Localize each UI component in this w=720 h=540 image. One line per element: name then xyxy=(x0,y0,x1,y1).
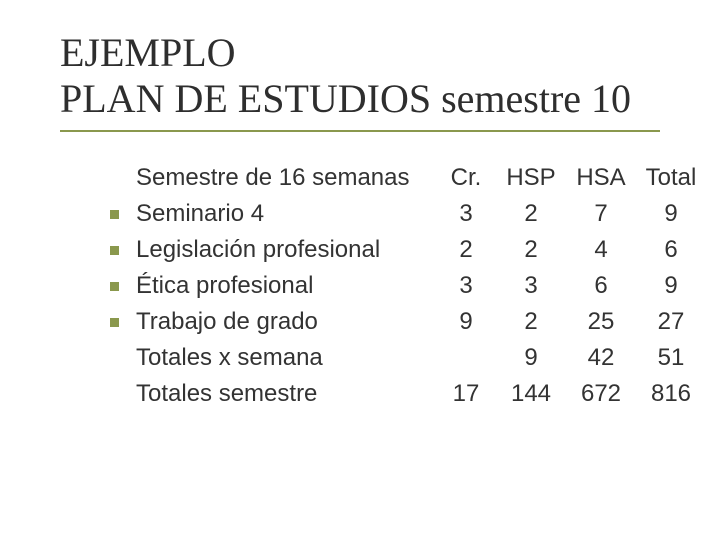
bullet-icon xyxy=(110,282,119,291)
bullet-cell xyxy=(110,210,136,219)
row-total: 816 xyxy=(636,376,706,412)
bullet-icon xyxy=(110,318,119,327)
bullet-cell xyxy=(110,246,136,255)
slide-container: EJEMPLO PLAN DE ESTUDIOS semestre 10 Sem… xyxy=(0,0,720,442)
row-label: Legislación profesional xyxy=(136,232,436,268)
row-label: Totales semestre xyxy=(136,376,436,412)
row-hsp: 144 xyxy=(496,376,566,412)
header-label: Semestre de 16 semanas xyxy=(136,160,436,196)
row-label: Totales x semana xyxy=(136,340,436,376)
bullet-cell xyxy=(110,282,136,291)
header-hsp: HSP xyxy=(496,160,566,196)
row-label: Trabajo de grado xyxy=(136,304,436,340)
title-line-1: EJEMPLO xyxy=(60,30,660,76)
row-cr: 3 xyxy=(436,196,496,232)
row-cr: 3 xyxy=(436,268,496,304)
row-hsp: 2 xyxy=(496,232,566,268)
row-total: 9 xyxy=(636,196,706,232)
slide-title: EJEMPLO PLAN DE ESTUDIOS semestre 10 xyxy=(60,30,660,132)
row-hsp: 2 xyxy=(496,304,566,340)
row-hsa: 7 xyxy=(566,196,636,232)
table-row: Seminario 4 3 2 7 9 xyxy=(110,196,660,232)
table-row: Legislación profesional 2 2 4 6 xyxy=(110,232,660,268)
row-total: 6 xyxy=(636,232,706,268)
row-total: 27 xyxy=(636,304,706,340)
row-hsa: 42 xyxy=(566,340,636,376)
row-label: Ética profesional xyxy=(136,268,436,304)
row-total: 51 xyxy=(636,340,706,376)
table-row: Totales x semana 9 42 51 xyxy=(110,340,660,376)
row-hsa: 25 xyxy=(566,304,636,340)
table-header-row: Semestre de 16 semanas Cr. HSP HSA Total xyxy=(110,160,660,196)
row-total: 9 xyxy=(636,268,706,304)
table-content: Semestre de 16 semanas Cr. HSP HSA Total… xyxy=(60,160,660,412)
row-cr: 2 xyxy=(436,232,496,268)
header-cr: Cr. xyxy=(436,160,496,196)
row-hsa: 4 xyxy=(566,232,636,268)
row-hsp: 3 xyxy=(496,268,566,304)
row-cr: 17 xyxy=(436,376,496,412)
title-line-2: PLAN DE ESTUDIOS semestre 10 xyxy=(60,76,660,122)
row-cr: 9 xyxy=(436,304,496,340)
table-row: Ética profesional 3 3 6 9 xyxy=(110,268,660,304)
row-hsp: 2 xyxy=(496,196,566,232)
header-total: Total xyxy=(636,160,706,196)
table-row: Trabajo de grado 9 2 25 27 xyxy=(110,304,660,340)
table-row: Totales semestre 17 144 672 816 xyxy=(110,376,660,412)
bullet-icon xyxy=(110,210,119,219)
row-hsa: 672 xyxy=(566,376,636,412)
bullet-icon xyxy=(110,246,119,255)
row-hsa: 6 xyxy=(566,268,636,304)
bullet-cell xyxy=(110,318,136,327)
header-hsa: HSA xyxy=(566,160,636,196)
row-hsp: 9 xyxy=(496,340,566,376)
row-label: Seminario 4 xyxy=(136,196,436,232)
